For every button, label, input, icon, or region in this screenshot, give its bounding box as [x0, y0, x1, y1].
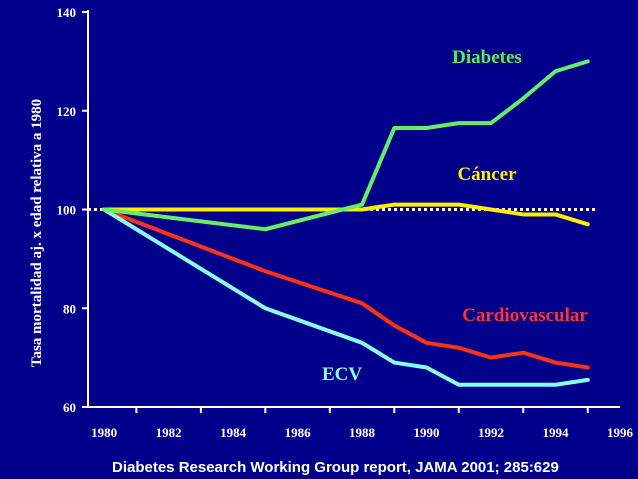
- series-line-ecv: [102, 207, 590, 387]
- x-tick-label-1982: 1982: [156, 425, 182, 440]
- series-label-ecv: ECV: [322, 364, 362, 385]
- series-label-diabetes: Diabetes: [452, 47, 522, 68]
- series-line-cancer: [102, 202, 590, 227]
- y-tick-label-120: 120: [57, 104, 77, 119]
- x-tick-label-1994: 1994: [543, 425, 570, 440]
- y-tick-label-140: 140: [57, 5, 77, 20]
- series-label-cardiovascular: Cardiovascular: [462, 305, 588, 326]
- x-tick-label-1984: 1984: [220, 425, 247, 440]
- x-tick-label-1986: 1986: [285, 425, 312, 440]
- series-line-cardiovascular: [102, 207, 590, 370]
- ticks-group: 60 80 100 120 140 1980 1982 1984 1986 1988 1990 199…: [57, 5, 634, 440]
- series-label-cancer: Cáncer: [457, 164, 517, 185]
- x-tick-label-1988: 1988: [349, 425, 376, 440]
- x-tick-label-1992: 1992: [478, 425, 504, 440]
- series-lines-group: [102, 59, 590, 387]
- series-labels-group: Diabetes Cáncer Cardiovascular ECV: [322, 47, 588, 385]
- y-tick-label-100: 100: [57, 203, 77, 218]
- y-tick-label-80: 80: [63, 301, 76, 316]
- x-tick-label-1990: 1990: [414, 425, 440, 440]
- y-axis-label: Tasa mortalidad aj. x edad relativa a 19…: [29, 99, 45, 367]
- y-tick-label-60: 60: [63, 400, 76, 415]
- x-tick-label-1996: 1996: [607, 425, 634, 440]
- series-line-diabetes: [102, 59, 590, 232]
- x-tick-label-1980: 1980: [91, 425, 117, 440]
- source-citation: Diabetes Research Working Group report, …: [112, 459, 559, 476]
